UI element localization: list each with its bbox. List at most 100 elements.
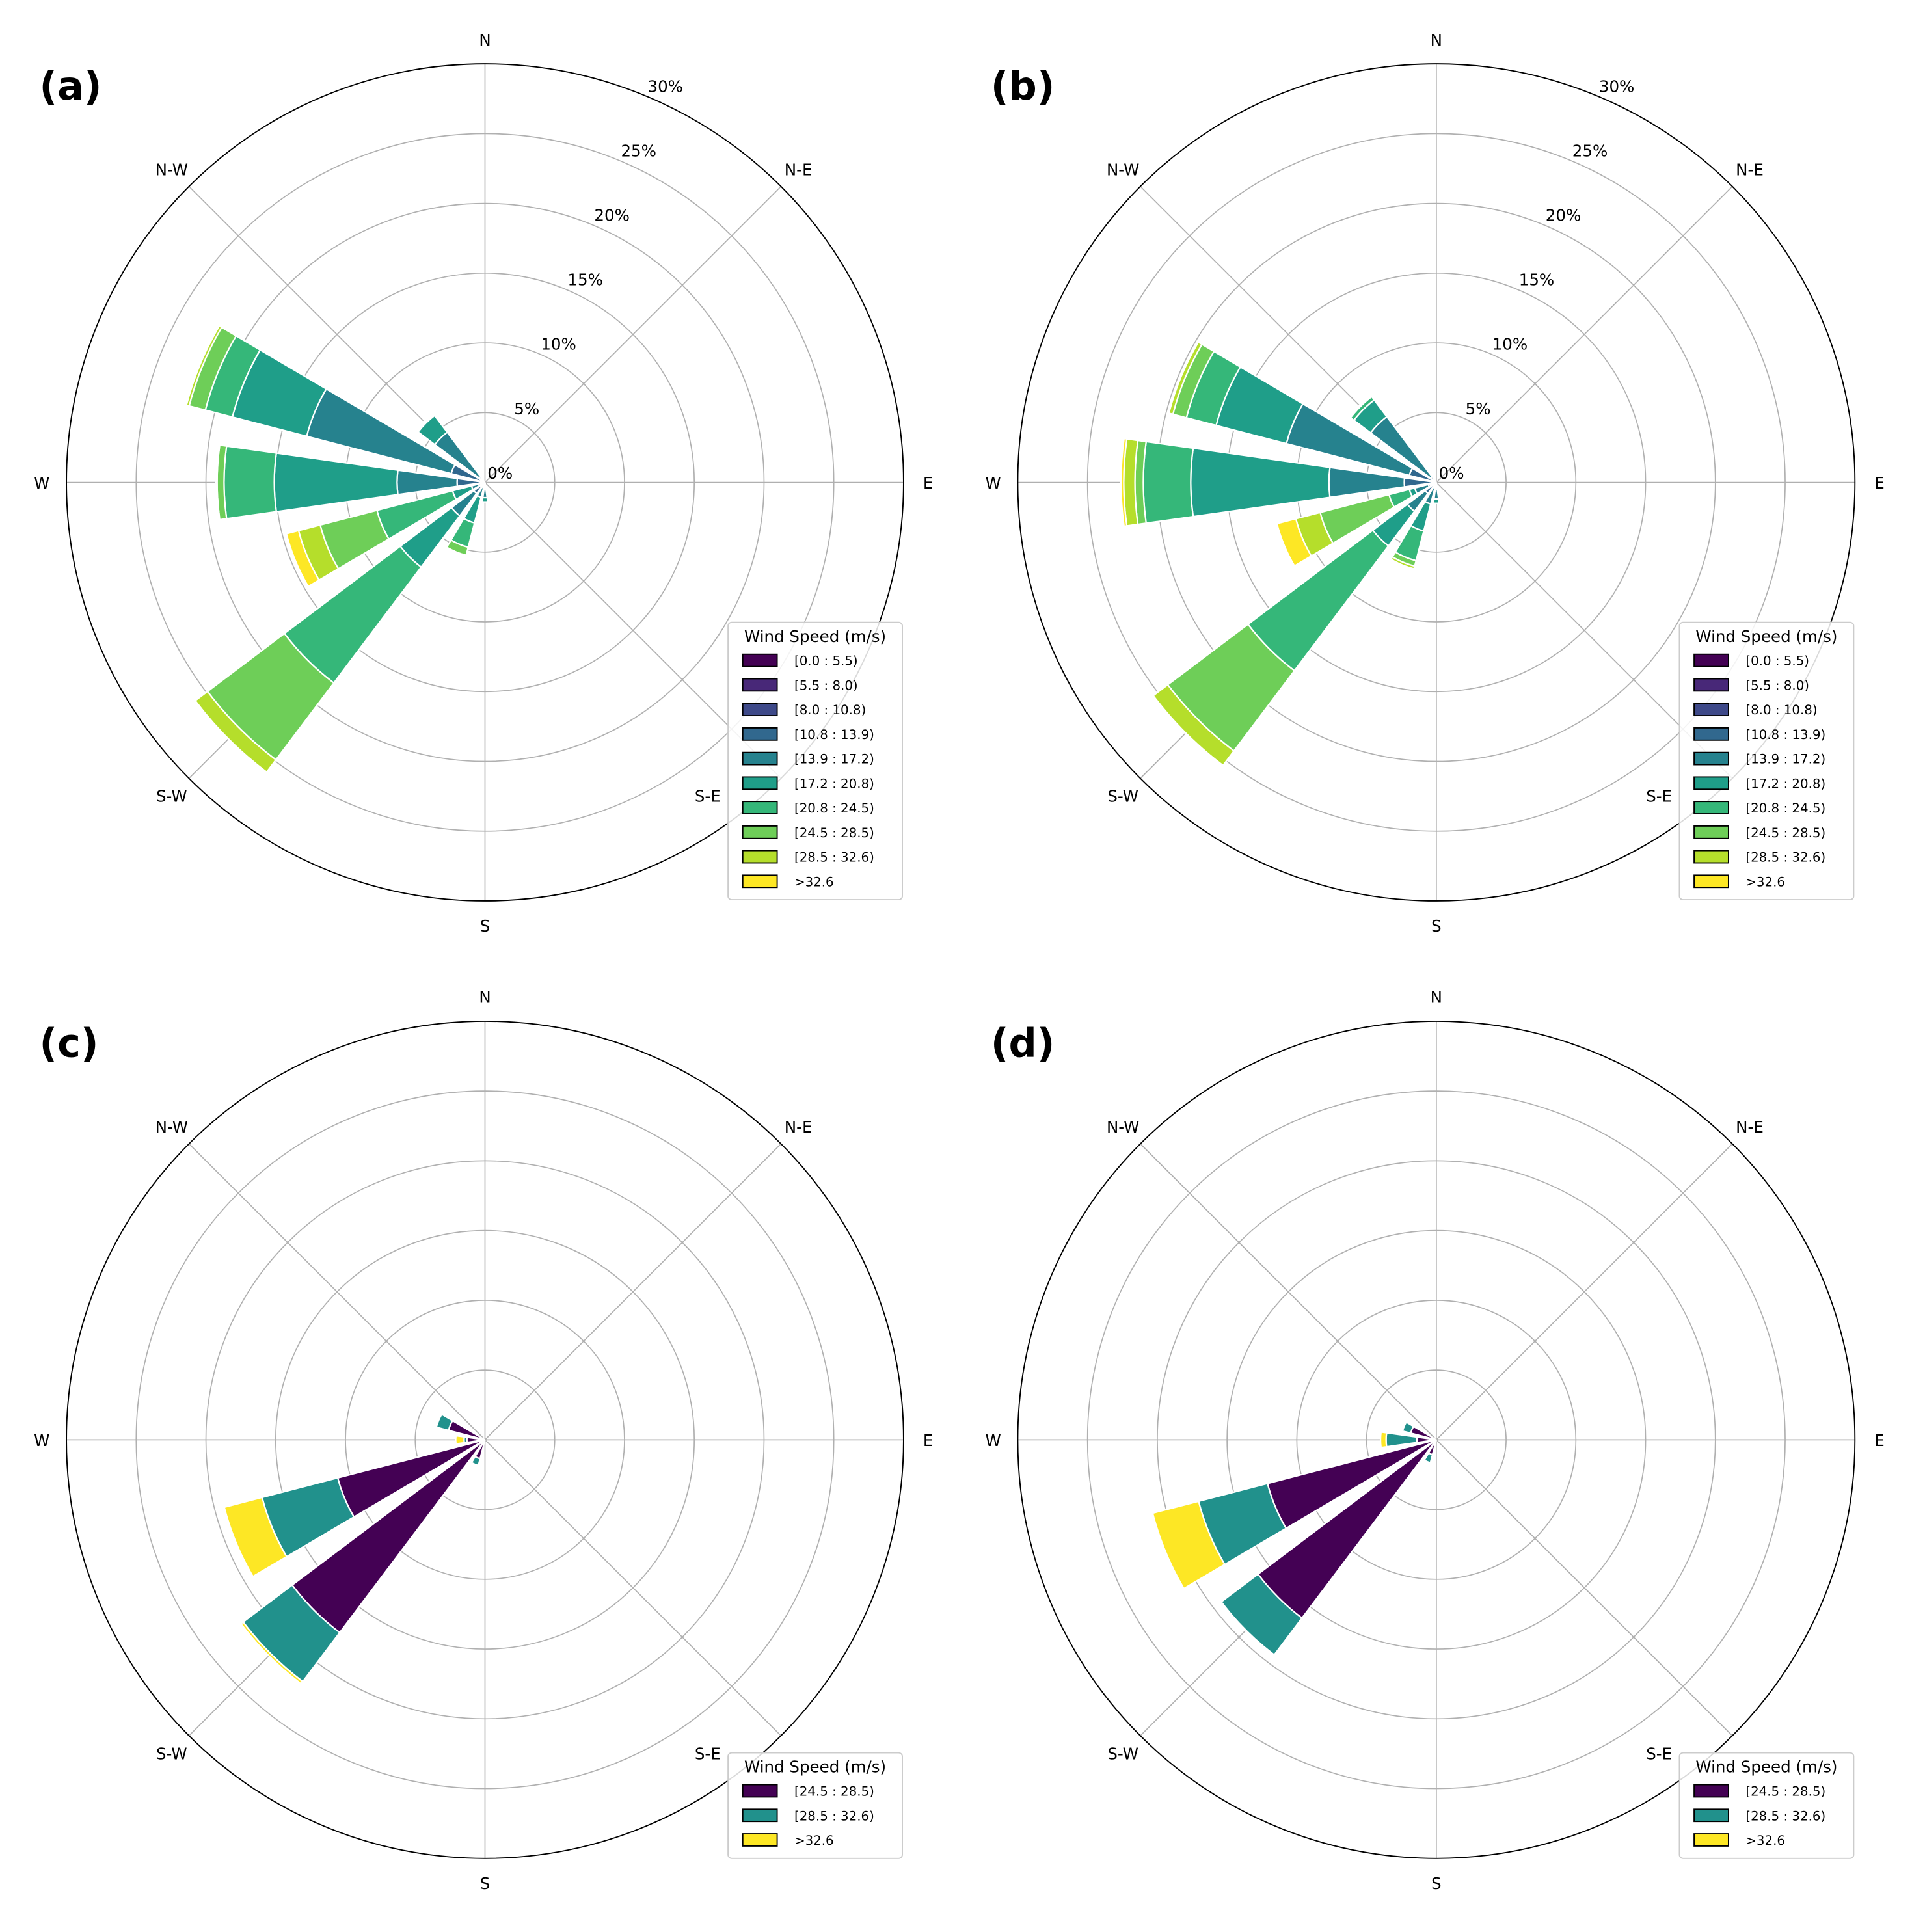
direction-label: W [986, 474, 1001, 492]
legend-entry: >32.6 [794, 874, 834, 889]
bar-segment-315-bin-7 [1348, 394, 1373, 419]
legend-swatch [1693, 703, 1729, 717]
grid-spoke [484, 1143, 782, 1440]
legend: Wind Speed (m/s) [24.5 : 28.5) [28.5 : 32.… [1678, 1752, 1855, 1859]
direction-label: W [34, 1431, 49, 1450]
direction-label: W [986, 1431, 1001, 1450]
direction-label: S-W [1107, 1744, 1138, 1763]
legend: Wind Speed (m/s) [0.0 : 5.5) [5.5 : 8.0) [8… [727, 621, 903, 901]
radial-tick-label: 5% [514, 399, 539, 418]
bar-segment-225-bin-8 [1152, 684, 1235, 767]
bar-segment-202.5-bin-8 [445, 546, 467, 558]
bar-segment-270-bin-6 [223, 445, 278, 520]
legend-entry: [28.5 : 32.6) [794, 1808, 874, 1823]
legend-entry: [28.5 : 32.6) [794, 850, 874, 865]
radial-tick-label: 10% [541, 335, 576, 354]
legend-swatch [742, 1833, 778, 1847]
legend-swatch [742, 1808, 778, 1823]
legend-title: Wind Speed (m/s) [744, 1758, 886, 1777]
direction-label: E [923, 474, 934, 492]
radial-tick-label: 30% [1599, 77, 1635, 96]
direction-label: S [480, 917, 491, 935]
bar-segment-270-bin-5 [1190, 447, 1331, 518]
direction-label: W [34, 474, 49, 492]
legend-entry: [5.5 : 8.0) [1745, 678, 1809, 693]
legend-entry: >32.6 [1745, 1833, 1785, 1848]
legend-entry: [24.5 : 28.5) [794, 1784, 874, 1799]
grid-spoke [188, 1143, 486, 1440]
bar-segment-247.5-bin-9 [1276, 518, 1313, 567]
direction-label: E [1874, 1431, 1885, 1450]
legend-entry: [0.0 : 5.5) [794, 654, 858, 669]
direction-label: S-W [1107, 787, 1138, 806]
legend-entry: [17.2 : 20.8) [1745, 776, 1825, 791]
direction-label: N-W [155, 160, 188, 179]
wind-rose-panel-b: 0% 5% 10% 15% 20% 25% 30% N N-E E S-E S S-W W N-W (b) Wi… [986, 31, 1885, 935]
grid-spoke [1436, 1439, 1733, 1736]
legend-entry: [20.8 : 24.5) [794, 801, 874, 816]
legend-entry: [24.5 : 28.5) [1745, 1784, 1825, 1799]
legend-swatch [1693, 874, 1729, 889]
grid-spoke [484, 1439, 782, 1736]
bar-segment-202.5-bin-1 [1423, 1452, 1434, 1464]
wind-rose-panel-d: N N-E E S-E S S-W W N-W (d) Wind Speed (m/s) [24.5… [986, 988, 1885, 1893]
polar-frame [66, 63, 904, 902]
panel-label: (a) [40, 64, 102, 109]
legend-box [727, 1752, 903, 1859]
bar-segment-292.5-bin-1 [435, 1413, 454, 1432]
direction-label: E [1874, 474, 1885, 492]
radial-tick-label: 20% [594, 206, 629, 225]
legend-swatch [742, 751, 778, 766]
bar-segment-292.5-bin-1 [1401, 1421, 1415, 1434]
direction-label: S-W [156, 787, 187, 806]
legend: Wind Speed (m/s) [24.5 : 28.5) [28.5 : 32.… [727, 1752, 903, 1859]
grid-spoke [1436, 1143, 1733, 1440]
bar-segment-270-bin-9 [215, 444, 220, 521]
direction-label: S-E [695, 787, 721, 806]
legend-swatch [1693, 1784, 1729, 1798]
legend-swatch [1693, 776, 1729, 790]
radial-tick-label: 10% [1492, 335, 1528, 354]
legend-entry: [8.0 : 10.8) [794, 703, 866, 718]
direction-label: S [1431, 1874, 1442, 1893]
direction-label: N-E [785, 1118, 813, 1136]
direction-label: N-E [1736, 160, 1764, 179]
legend-box [1678, 1752, 1855, 1859]
radial-tick-label: 15% [567, 271, 603, 289]
direction-label: N-W [155, 1118, 188, 1136]
legend-entry: [28.5 : 32.6) [1745, 850, 1825, 865]
legend-entry: [13.9 : 17.2) [794, 752, 874, 767]
direction-label: S-W [156, 1744, 187, 1763]
legend-entry: [10.8 : 13.9) [794, 727, 874, 742]
legend-swatch [1693, 825, 1729, 839]
legend-swatch [1693, 678, 1729, 692]
bar-segment-225-bin-1 [1220, 1573, 1303, 1656]
polar-frame [66, 1020, 904, 1859]
legend-swatch [742, 653, 778, 667]
direction-label: N [479, 988, 491, 1007]
legend-entry: [0.0 : 5.5) [1745, 654, 1809, 669]
direction-label: S-E [695, 1744, 721, 1763]
legend-swatch [742, 678, 778, 692]
direction-label: N-W [1107, 160, 1139, 179]
legend-swatch [742, 727, 778, 741]
bar-segment-270-bin-2 [1379, 1431, 1388, 1449]
legend-entry: >32.6 [794, 1833, 834, 1848]
bar-segment-270-bin-2 [455, 1434, 465, 1445]
bar-segment-270-bin-5 [273, 452, 399, 513]
legend-swatch [1693, 801, 1729, 814]
direction-label: S [1431, 917, 1442, 935]
direction-label: N [1431, 31, 1442, 49]
radial-tick-label: 25% [1572, 142, 1608, 161]
legend-entry: [20.8 : 24.5) [1745, 801, 1825, 816]
legend-entry: [24.5 : 28.5) [794, 825, 874, 840]
polar-frame [1017, 63, 1856, 902]
legend-title: Wind Speed (m/s) [1695, 627, 1837, 646]
legend-entry: [13.9 : 17.2) [1745, 752, 1825, 767]
bar-segment-270-bin-9 [1120, 437, 1128, 528]
legend-swatch [742, 776, 778, 790]
legend-entry: [8.0 : 10.8) [1745, 703, 1817, 718]
legend-swatch [742, 825, 778, 839]
radial-tick-label: 25% [621, 142, 656, 161]
bar-segment-270-bin-6 [1142, 440, 1194, 524]
